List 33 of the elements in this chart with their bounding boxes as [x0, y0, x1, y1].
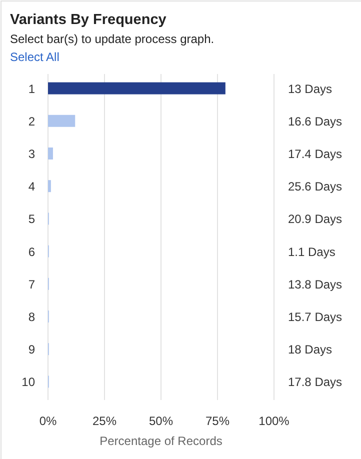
text: 13.8 Days: [288, 277, 342, 292]
text: 17.8 Days: [288, 375, 342, 390]
bar: [48, 114, 76, 127]
bar: [48, 180, 51, 192]
text: 17.4 Days: [288, 147, 342, 161]
y-tick-label: 5: [28, 212, 36, 226]
y-tick-label: 8: [28, 310, 36, 324]
text: 25.6 Days: [288, 180, 342, 194]
chart-subtitle: Select bar(s) to update process graph.: [10, 32, 214, 46]
text: 15.7 Days: [288, 310, 342, 324]
y-tick-label: 10: [22, 375, 36, 390]
x-tick-label: 100%: [258, 414, 290, 428]
text: 18 Days: [288, 342, 332, 357]
text: 16.6 Days: [288, 114, 342, 128]
bar: [48, 148, 53, 160]
x-tick-label: 75%: [205, 414, 230, 428]
text: 1.1 Days: [288, 244, 336, 259]
y-tick-label: 9: [28, 342, 36, 357]
text: 13 Days: [288, 82, 332, 96]
y-tick-label: 2: [28, 114, 36, 128]
x-tick-label: 25%: [92, 414, 117, 428]
y-tick-label: 4: [28, 180, 36, 194]
y-tick-label: 7: [28, 277, 36, 292]
y-tick-label: 3: [28, 147, 36, 161]
y-tick-label: 1: [28, 82, 36, 96]
x-tick-label: 0%: [39, 414, 57, 428]
bar: [48, 82, 226, 94]
text: Select All: [10, 50, 60, 64]
chart-title: Variants By Frequency: [10, 12, 166, 28]
x-tick-label: 50%: [148, 414, 174, 428]
x-axis-title: Percentage of Records: [100, 434, 222, 448]
text: 20.9 Days: [288, 212, 342, 226]
y-tick-label: 6: [28, 244, 36, 259]
